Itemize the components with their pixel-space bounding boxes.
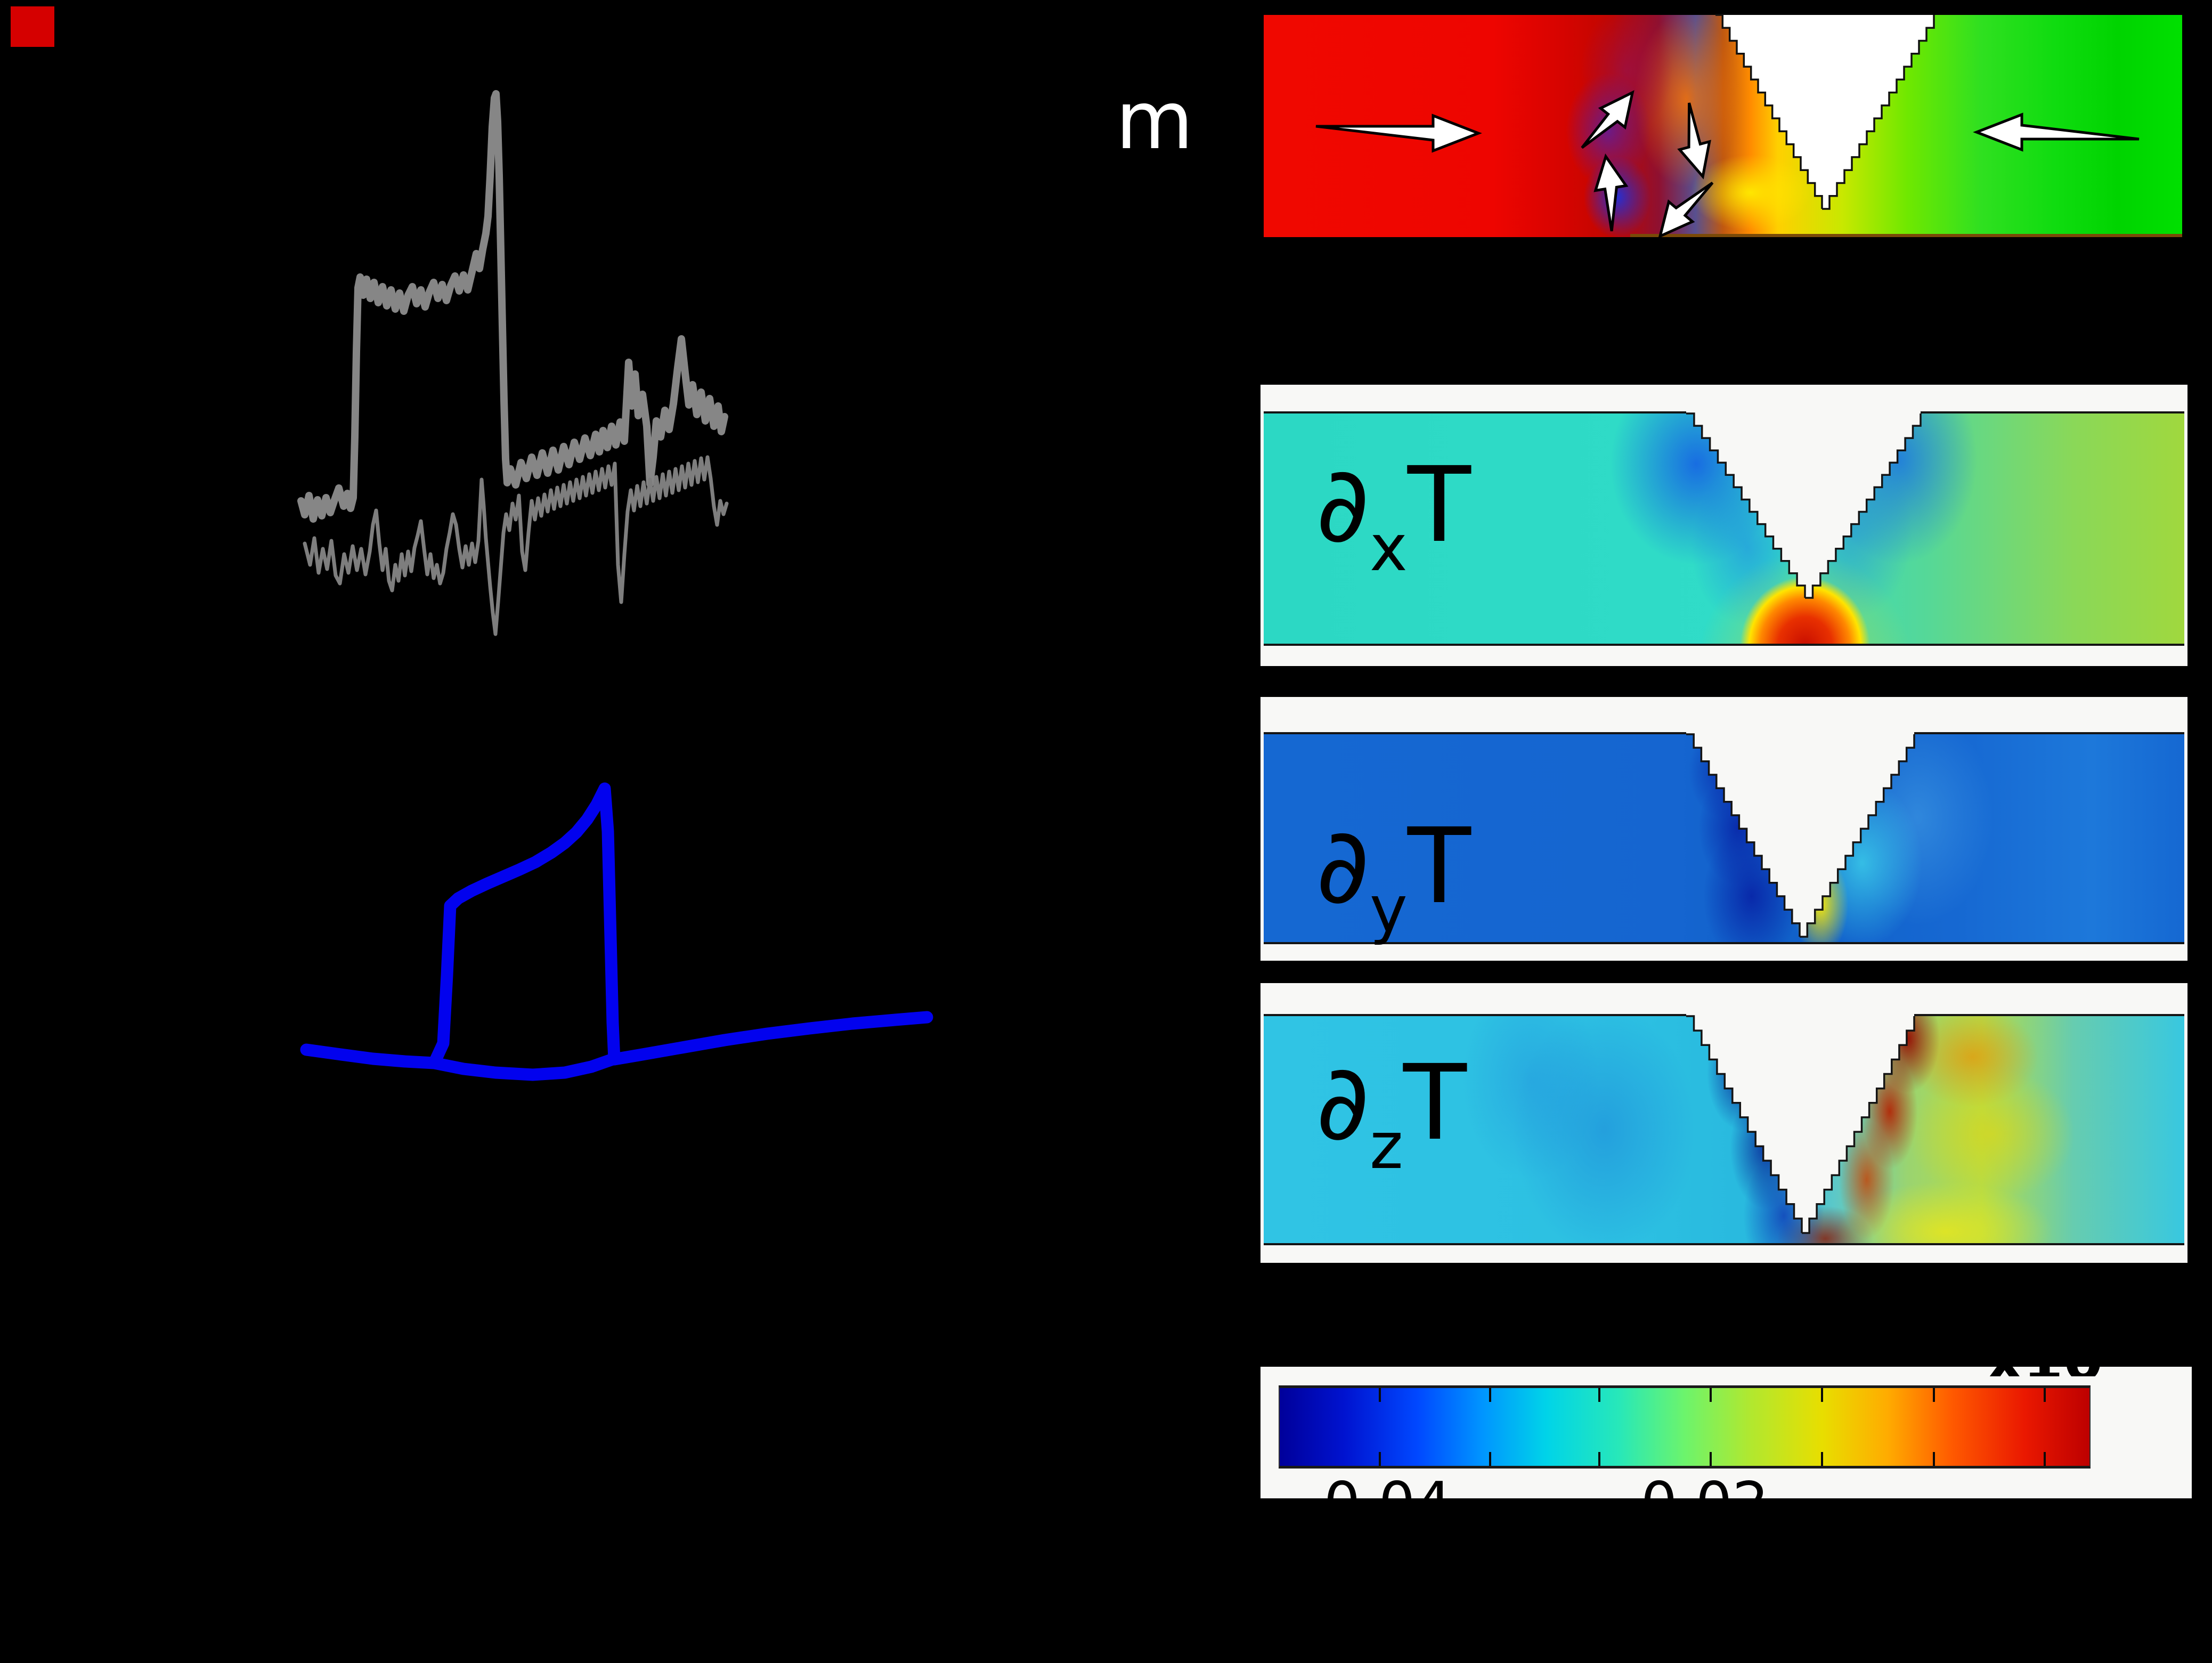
colorbar-tick [1598, 1388, 1601, 1402]
temperature-symbol: T [1407, 444, 1471, 565]
colorbar-tick [1821, 1452, 1824, 1466]
colorbar-tick [1489, 1452, 1492, 1466]
dxT-label: ∂xT [1316, 453, 1471, 581]
subscript-y: y [1369, 873, 1408, 947]
temperature-symbol: T [1403, 1042, 1467, 1163]
subscript-z: z [1369, 1109, 1403, 1183]
colorbar-tick [1379, 1388, 1381, 1402]
blue-response-main [300, 782, 933, 1069]
colorbar-tick-label-fragment: 0.02 [1628, 1475, 1782, 1498]
magnetization-panel [1264, 15, 2182, 237]
partial-symbol: ∂ [1316, 1042, 1370, 1163]
dyT-label: ∂yT [1316, 814, 1471, 942]
partial-symbol: ∂ [1316, 806, 1370, 927]
colorbar-tick [1709, 1388, 1712, 1402]
colorbar-tick [1379, 1452, 1381, 1466]
subscript-x: x [1369, 512, 1408, 586]
temperature-symbol: T [1407, 806, 1471, 927]
partial-symbol: ∂ [1316, 444, 1370, 565]
colorbar-panel: 0.04 0.02 x10 [1260, 1367, 2192, 1498]
magnetization-panel-bottom-line [1630, 234, 2182, 237]
colorbar-tick [1933, 1388, 1935, 1402]
colorbar-tick [1489, 1388, 1492, 1402]
magnetization-label: m [1116, 75, 1194, 167]
jet-colorbar [1279, 1385, 2091, 1469]
colorbar-tick [1821, 1388, 1824, 1402]
gray-trace-thin [303, 455, 729, 636]
colorbar-tick-label-fragment: 0.04 [1311, 1475, 1465, 1498]
colorbar-scale-fragment: x10 [1986, 1367, 2109, 1376]
colorbar-tick [2044, 1452, 2046, 1466]
colorbar-tick [2044, 1388, 2046, 1402]
red-corner-marker [11, 6, 54, 47]
colorbar-tick [1933, 1452, 1935, 1466]
colorbar-tick [1598, 1452, 1601, 1466]
colorbar-tick [1709, 1452, 1712, 1466]
gray-trace-thick [297, 90, 728, 523]
blue-response-return [428, 1053, 619, 1081]
dzT-label: ∂zT [1316, 1051, 1467, 1179]
